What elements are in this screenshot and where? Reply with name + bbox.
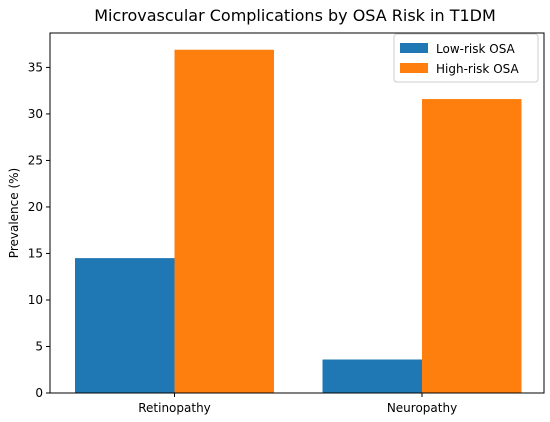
legend-swatch-high-risk-osa — [400, 63, 428, 73]
y-tick-label: 20 — [28, 200, 43, 214]
bar-high-risk-osa-retinopathy — [174, 49, 274, 394]
bar-high-risk-osa-neuropathy — [422, 99, 522, 394]
legend-label-low-risk-osa: Low-risk OSA — [436, 42, 516, 56]
legend: Low-risk OSA High-risk OSA — [393, 33, 539, 83]
y-tick-label: 30 — [28, 107, 43, 121]
x-tick-label-neuropathy: Neuropathy — [387, 401, 457, 415]
legend-swatch-low-risk-osa — [400, 43, 428, 53]
bar-low-risk-osa-neuropathy — [322, 359, 422, 393]
y-axis: 0 5 10 15 20 25 30 35 — [28, 60, 50, 400]
legend-label-high-risk-osa: High-risk OSA — [436, 62, 519, 76]
y-tick-label: 35 — [28, 60, 43, 74]
bars-group — [75, 49, 522, 394]
y-tick-label: 15 — [28, 246, 43, 260]
x-axis: Retinopathy Neuropathy — [138, 393, 457, 415]
bar-low-risk-osa-retinopathy — [75, 258, 175, 393]
chart-title: Microvascular Complications by OSA Risk … — [94, 6, 496, 25]
x-tick-label-retinopathy: Retinopathy — [138, 401, 211, 415]
y-tick-label: 10 — [28, 293, 43, 307]
y-tick-label: 0 — [35, 386, 43, 400]
y-axis-label: Prevalence (%) — [7, 168, 21, 258]
legend-box — [393, 33, 539, 83]
y-tick-label: 5 — [35, 339, 43, 353]
plot-frame — [49, 32, 545, 394]
y-tick-label: 25 — [28, 153, 43, 167]
